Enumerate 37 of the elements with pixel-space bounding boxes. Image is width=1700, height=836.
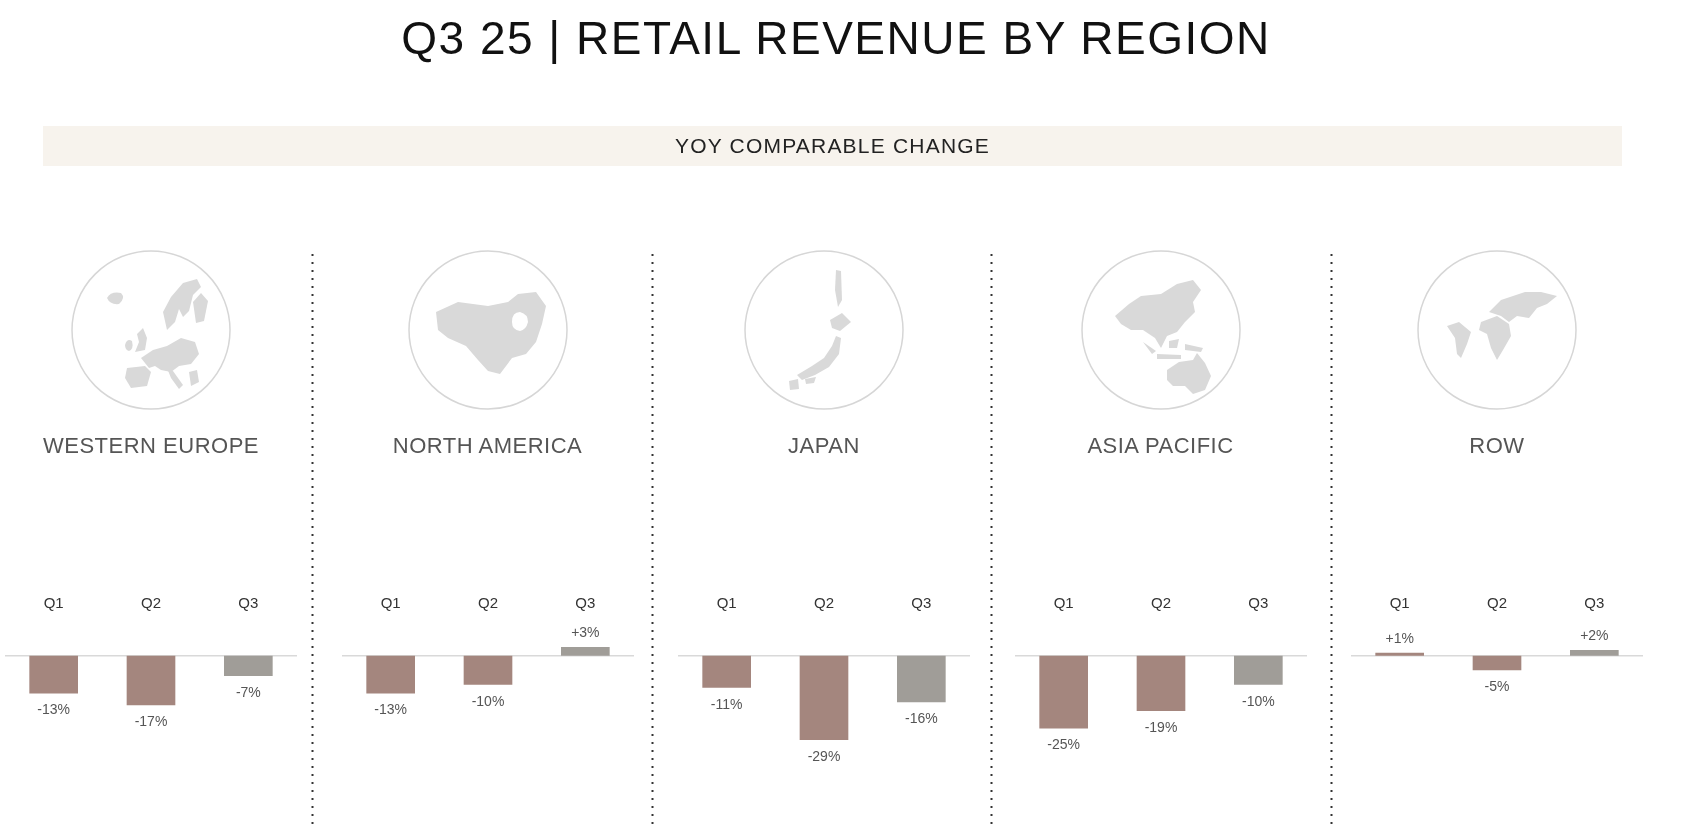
x-tick-label: Q2 (140, 594, 162, 612)
x-tick-label: Q3 (238, 594, 259, 612)
x-tick-label: Q1 (43, 594, 64, 612)
data-label: -13% (373, 701, 407, 718)
chart-title: WESTERN EUROPE (42, 433, 260, 459)
data-label: -17% (134, 712, 168, 729)
data-label: -11% (710, 695, 743, 712)
data-label: +3% (570, 623, 600, 640)
x-tick-label: Q1 (716, 594, 737, 612)
x-tick-label: Q3 (911, 594, 932, 612)
data-label: -29% (807, 747, 841, 764)
chart-title: ASIA PACIFIC (1086, 433, 1235, 459)
data-label: +1% (1385, 629, 1414, 646)
x-tick-label: Q1 (380, 594, 401, 612)
x-tick-label: Q2 (477, 594, 498, 612)
data-label: -19% (1144, 718, 1177, 735)
x-tick-label: Q3 (1584, 594, 1605, 612)
text: Q3 25 | RETAIL REVENUE BY REGION (400, 12, 1272, 64)
x-tick-label: Q2 (1486, 594, 1508, 612)
x-tick-label: Q2 (1150, 594, 1171, 612)
chart-title: NORTH AMERICA (391, 433, 584, 459)
data-label: -13% (37, 701, 71, 718)
data-label: -5% (1484, 678, 1510, 695)
x-tick-label: Q3 (1247, 594, 1268, 612)
data-label: -25% (1046, 736, 1080, 753)
header-banner: YOY COMPARABLE CHANGE (43, 126, 1622, 166)
chart-title: ROW (1468, 433, 1526, 459)
data-label: -10% (1241, 692, 1275, 709)
data-label: -7% (235, 683, 261, 700)
data-label: -16% (904, 710, 938, 727)
x-tick-label: Q1 (1389, 594, 1410, 612)
x-tick-label: Q1 (1053, 594, 1074, 612)
data-label: +2% (1580, 626, 1609, 643)
x-tick-label: Q3 (574, 594, 595, 612)
x-tick-label: Q2 (813, 594, 835, 612)
chart-title: JAPAN (787, 433, 861, 459)
data-label: -10% (471, 692, 504, 709)
